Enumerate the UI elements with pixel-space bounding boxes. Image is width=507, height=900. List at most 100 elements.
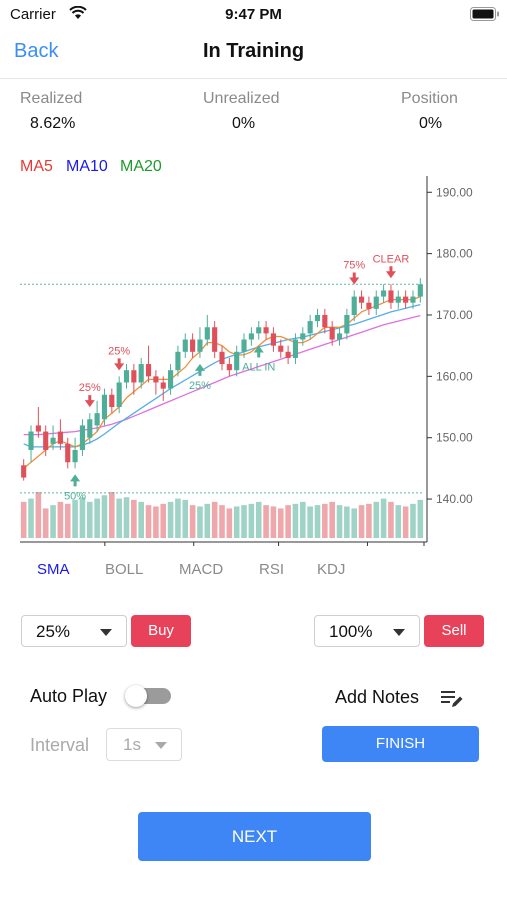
- back-button[interactable]: Back: [14, 40, 59, 62]
- finish-button[interactable]: FINISH: [322, 726, 479, 762]
- volume-bar: [160, 503, 167, 538]
- volume-bar: [233, 506, 240, 538]
- volume-bar: [292, 503, 299, 538]
- volume-bar: [42, 508, 49, 538]
- unrealized-label: Unrealized: [203, 90, 280, 107]
- volume-bar: [300, 501, 306, 538]
- tab-kdj[interactable]: KDJ: [317, 561, 346, 578]
- candle: [138, 364, 144, 383]
- volume-bar: [219, 505, 225, 538]
- candle: [101, 394, 108, 420]
- candle: [417, 284, 423, 297]
- candle: [190, 339, 196, 352]
- carrier-label: Carrier: [10, 6, 56, 23]
- candle: [307, 321, 313, 334]
- edit-notes-icon[interactable]: [440, 688, 464, 715]
- chevron-down-icon: [393, 629, 405, 636]
- candle: [131, 370, 137, 383]
- candle: [373, 296, 379, 309]
- volume-bar: [79, 497, 86, 538]
- axis-tick-label: 190.00: [436, 185, 473, 199]
- chevron-down-icon: [100, 629, 112, 636]
- tab-macd[interactable]: MACD: [179, 561, 224, 578]
- volume-bar: [211, 501, 218, 538]
- sell-annotation-label: 25%: [108, 345, 130, 357]
- candle: [72, 449, 78, 463]
- volume-bar: [255, 501, 262, 538]
- volume-bar: [94, 498, 100, 538]
- sell-annotation-label: 75%: [343, 259, 365, 271]
- candle: [65, 443, 71, 463]
- volume-bar: [322, 503, 328, 538]
- volume-bar: [197, 506, 203, 538]
- toggle-knob: [125, 685, 147, 707]
- sell-percent-select[interactable]: 100%: [314, 615, 420, 647]
- volume-bar: [131, 499, 137, 538]
- battery-icon: [470, 7, 500, 25]
- candle: [43, 431, 49, 450]
- next-button[interactable]: NEXT: [138, 812, 371, 861]
- candle: [292, 339, 299, 358]
- volume-bar: [277, 508, 284, 538]
- candle: [153, 376, 159, 383]
- volume-bar: [395, 505, 402, 538]
- axis-tick-label: 140.00: [436, 492, 473, 506]
- page-title: In Training: [202, 40, 305, 62]
- volume-bar: [204, 503, 211, 538]
- axis-tick-label: 170.00: [436, 308, 473, 322]
- candle: [381, 290, 387, 297]
- volume-bar: [35, 492, 42, 538]
- candle: [219, 351, 225, 365]
- unrealized-value: 0%: [232, 115, 256, 132]
- volume-bar: [138, 501, 144, 538]
- candle: [285, 351, 291, 358]
- candle: [168, 370, 174, 389]
- volume-bar: [153, 506, 159, 538]
- buy-button[interactable]: Buy: [131, 615, 191, 647]
- volume-bar: [175, 498, 181, 538]
- volume-bar: [336, 505, 343, 538]
- candle: [182, 339, 188, 352]
- buy-percent-select[interactable]: 25%: [21, 615, 127, 647]
- wifi-icon: [69, 5, 87, 24]
- chevron-down-icon: [155, 742, 167, 749]
- candle: [160, 382, 166, 389]
- volume-bar: [329, 501, 335, 538]
- candle: [336, 333, 343, 340]
- candle: [204, 327, 210, 340]
- candle: [322, 314, 328, 328]
- volume-bar: [28, 498, 34, 538]
- volume-bar: [248, 503, 255, 538]
- volume-bar: [314, 505, 321, 538]
- tab-rsi[interactable]: RSI: [259, 561, 285, 578]
- candle: [116, 382, 122, 408]
- tab-sma[interactable]: SMA: [37, 561, 70, 578]
- auto-play-toggle[interactable]: [125, 685, 171, 707]
- volume-bar: [241, 505, 247, 538]
- sell-arrow-icon: [84, 395, 95, 408]
- candle: [234, 351, 240, 371]
- auto-play-label: Auto Play: [30, 686, 108, 706]
- realized-label: Realized: [20, 90, 83, 107]
- sell-arrow-icon: [114, 358, 125, 371]
- candle: [278, 345, 284, 352]
- add-notes-label[interactable]: Add Notes: [335, 687, 420, 707]
- volume-bar: [101, 495, 108, 538]
- sell-annotation-label: CLEAR: [373, 253, 410, 265]
- volume-bar: [50, 505, 56, 538]
- buy-annotation-label: 25%: [189, 380, 211, 392]
- buy-percent-value: 25%: [36, 622, 71, 641]
- ma20-line: [23, 314, 421, 436]
- tab-boll[interactable]: BOLL: [105, 561, 144, 578]
- sell-percent-value: 100%: [329, 622, 373, 641]
- sell-button[interactable]: Sell: [424, 615, 484, 647]
- interval-value: 1s: [123, 735, 141, 754]
- ma5-legend: MA5: [20, 158, 53, 175]
- volume-bar: [116, 498, 122, 538]
- volume-bar: [86, 501, 93, 538]
- volume-bar: [109, 492, 115, 538]
- candle: [300, 333, 306, 340]
- volume-bar: [123, 497, 130, 538]
- interval-select[interactable]: 1s: [106, 728, 182, 761]
